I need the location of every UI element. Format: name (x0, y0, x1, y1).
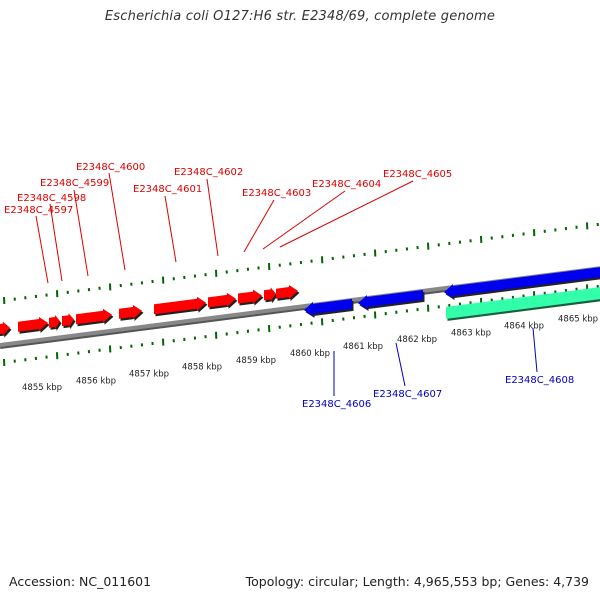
forward-gene-arrow (76, 308, 112, 325)
forward-gene-label: E2348C_4601 (133, 184, 202, 195)
forward-gene-arrow (238, 289, 262, 304)
forward-gene-label: E2348C_4603 (242, 188, 311, 199)
forward-gene-label: E2348C_4597 (4, 205, 73, 216)
tick-label: 4863 kbp (451, 328, 491, 338)
forward-gene-arrow (49, 315, 60, 329)
forward-gene-label: E2348C_4602 (174, 167, 243, 178)
reverse-gene-arrow (358, 289, 423, 309)
reverse-gene-label: E2348C_4606 (302, 399, 371, 410)
tick-label: 4861 kbp (343, 342, 383, 352)
forward-gene-label: E2348C_4598 (17, 193, 86, 204)
forward-gene-arrow (18, 317, 48, 332)
cds-feature-band (446, 287, 600, 319)
forward-gene-arrow (62, 313, 74, 328)
forward-gene-leader (243, 199, 275, 253)
forward-gene-arrow (208, 292, 236, 308)
tick-label: 4864 kbp (504, 321, 544, 331)
forward-gene-leader (73, 189, 89, 277)
reverse-gene-label: E2348C_4608 (505, 375, 574, 386)
forward-gene-arrow (154, 296, 206, 315)
forward-gene-leader (279, 180, 414, 248)
forward-gene-label: E2348C_4600 (76, 162, 145, 173)
tick-label: 4858 kbp (182, 363, 222, 373)
map-title: Escherichia coli O127:H6 str. E2348/69, … (104, 9, 496, 24)
reverse-gene-arrow (304, 298, 352, 316)
tick-label: 4857 kbp (129, 369, 169, 379)
tick-label-group: 4855 kbp 4856 kbp 4857 kbp 4858 kbp 4859 kbp… (22, 315, 598, 394)
forward-gene-leader (164, 195, 177, 263)
inner-tick-track (3, 284, 599, 367)
reverse-gene-leader (532, 327, 538, 373)
accession-text: Accession: NC_011601 (9, 574, 152, 589)
reverse-gene-leader (395, 342, 406, 387)
forward-gene-leader (262, 190, 346, 250)
forward-gene-arrow (264, 287, 276, 302)
forward-gene-leader (206, 178, 219, 257)
forward-gene-label: E2348C_4604 (312, 179, 381, 190)
reverse-gene-arrow (444, 267, 600, 298)
tick-label: 4862 kbp (397, 335, 437, 345)
forward-gene-leader (108, 172, 126, 271)
reverse-gene-label: E2348C_4607 (373, 389, 442, 400)
forward-gene-leader (35, 215, 49, 284)
forward-gene-arrow (276, 285, 298, 299)
forward-gene-arrow (0, 321, 10, 336)
tick-label: 4856 kbp (76, 376, 116, 386)
outer-tick-track (3, 222, 599, 305)
tick-label: 4865 kbp (558, 315, 598, 325)
tick-label: 4855 kbp (22, 383, 62, 393)
genes-layer (0, 267, 600, 338)
forward-gene-label: E2348C_4605 (383, 169, 452, 180)
genome-stats-text: Topology: circular; Length: 4,965,553 bp… (245, 574, 589, 589)
forward-gene-leader (49, 203, 63, 282)
forward-gene-arrow (119, 305, 142, 319)
tick-label: 4860 kbp (290, 349, 330, 359)
tick-label: 4859 kbp (236, 356, 276, 366)
forward-gene-label: E2348C_4599 (40, 178, 109, 189)
